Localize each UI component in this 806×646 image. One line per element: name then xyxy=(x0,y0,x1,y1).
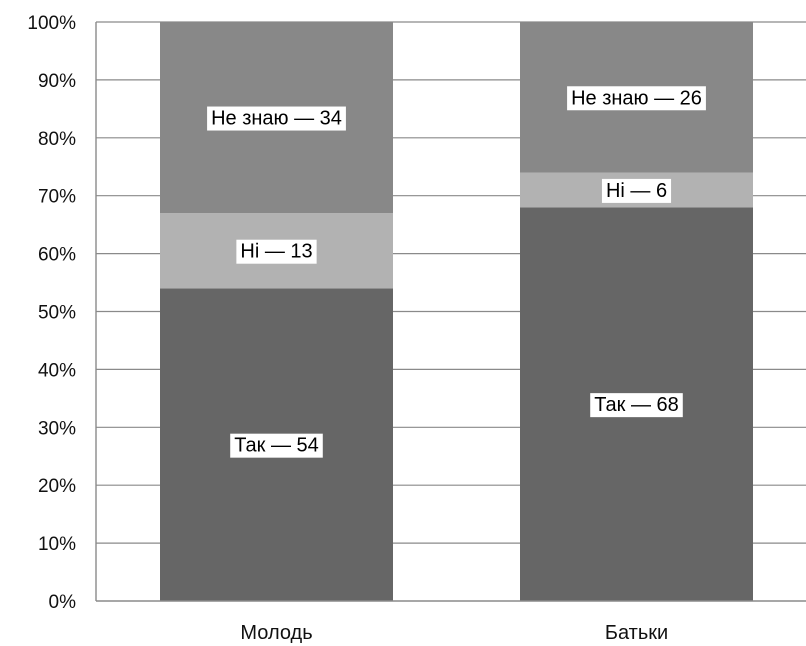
segment-label-group: Не знаю — 34 xyxy=(207,106,346,131)
segment-label-bg xyxy=(590,393,683,418)
segment-label-bg xyxy=(207,106,346,131)
y-tick-label: 30% xyxy=(38,418,76,439)
segment-label-group: Так — 54 xyxy=(230,433,323,458)
segment-label: Ні — 6 xyxy=(606,180,667,202)
segment-label-bg xyxy=(601,178,672,203)
segment-label-bg xyxy=(230,433,323,458)
segment-labels: Так — 54 Ні — 13 Не знаю — 34 Так — 68 Ні — … xyxy=(207,86,706,458)
y-tick-label: 40% xyxy=(38,360,76,381)
segment-label: Так — 68 xyxy=(594,394,679,416)
y-tick-label: 100% xyxy=(27,13,76,34)
segment-label-group: Ні — 6 xyxy=(601,178,672,203)
segment-label-group: Так — 68 xyxy=(590,393,683,418)
segment-label-bg xyxy=(567,86,706,111)
y-tick-label: 10% xyxy=(38,534,76,555)
y-tick-label: 0% xyxy=(49,592,77,613)
y-tick-label: 90% xyxy=(38,71,76,92)
segment-label-group: Не знаю — 26 xyxy=(567,86,706,111)
y-tick-label: 70% xyxy=(38,187,76,208)
segment-label: Не знаю — 34 xyxy=(211,108,342,130)
segment-label: Так — 54 xyxy=(234,435,319,457)
segment-label: Ні — 13 xyxy=(240,241,312,263)
y-tick-label: 80% xyxy=(38,129,76,150)
y-tick-label: 20% xyxy=(38,476,76,497)
x-category-label: Молодь xyxy=(240,622,312,644)
y-tick-label: 60% xyxy=(38,245,76,266)
x-category-label: Батьки xyxy=(605,622,668,644)
segment-label-group: Ні — 13 xyxy=(236,239,317,264)
axes: 0% 10% 20% 30% 40% 50% 60% 70% 80% 90% 100% Молодь Б… xyxy=(27,13,806,644)
segment-label: Не знаю — 26 xyxy=(571,87,702,109)
y-tick-label: 50% xyxy=(38,303,76,324)
segment-label-bg xyxy=(236,239,317,264)
